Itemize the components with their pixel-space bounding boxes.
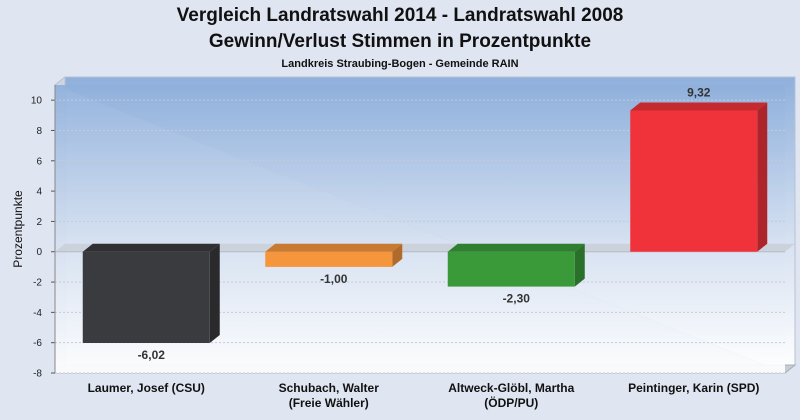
- y-tick-label: 8: [36, 126, 42, 137]
- y-tick-label: 10: [31, 96, 43, 107]
- y-tick-label: 2: [36, 217, 42, 228]
- x-tick-label: Peintinger, Karin (SPD): [628, 381, 759, 395]
- y-tick-label: -6: [33, 338, 42, 349]
- x-tick-label: (ÖDP/PU): [484, 395, 538, 410]
- bar-top: [630, 102, 768, 111]
- data-label: -6,02: [138, 348, 166, 362]
- bar-side: [574, 243, 585, 287]
- bar-top: [82, 243, 220, 252]
- bar: [447, 251, 575, 287]
- y-tick-label: -8: [33, 369, 42, 380]
- bar: [265, 251, 393, 267]
- chart-title-line-1: Vergleich Landratswahl 2014 - Landratswa…: [176, 5, 624, 26]
- y-tick-label: 0: [36, 247, 42, 258]
- y-tick-label: 4: [36, 187, 42, 198]
- x-tick-label: Altweck-Glöbl, Martha: [448, 381, 574, 395]
- bar-top: [265, 243, 403, 252]
- bar-side: [209, 243, 220, 343]
- x-tick-label: Laumer, Josef (CSU): [88, 381, 205, 395]
- bar: [82, 251, 210, 343]
- x-tick-label: Schubach, Walter: [279, 381, 380, 395]
- chart-title-block: Vergleich Landratswahl 2014 - Landratswa…: [0, 0, 800, 72]
- data-label: 9,32: [687, 85, 711, 99]
- data-label: -2,30: [503, 292, 531, 306]
- zero-plane: [55, 243, 795, 252]
- y-tick-label: -2: [33, 278, 42, 289]
- bar: [630, 110, 758, 252]
- chart-subtitle: Landkreis Straubing-Bogen - Gemeinde RAI…: [281, 58, 519, 70]
- y-tick-label: 6: [36, 156, 42, 167]
- bar-top: [447, 243, 585, 252]
- data-label: -1,00: [320, 272, 348, 286]
- x-tick-label: (Freie Wähler): [289, 396, 369, 410]
- y-tick-label: -4: [33, 308, 42, 319]
- chart-title-line-2: Gewinn/Verlust Stimmen in Prozentpunkte: [208, 31, 592, 52]
- bar-side: [757, 102, 768, 252]
- y-axis-title: Prozentpunkte: [11, 190, 25, 268]
- bar-side: [392, 243, 403, 267]
